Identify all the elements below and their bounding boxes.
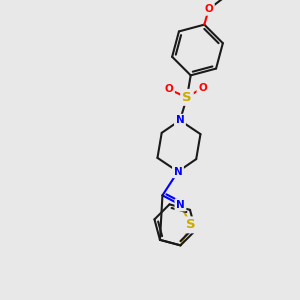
Text: O: O	[204, 4, 213, 14]
Text: CH₃: CH₃	[227, 0, 245, 2]
Text: O: O	[165, 84, 173, 94]
Text: N: N	[176, 200, 185, 210]
Text: N: N	[174, 167, 182, 177]
Text: N: N	[176, 116, 184, 125]
Text: S: S	[186, 218, 196, 231]
Text: S: S	[182, 91, 192, 104]
Text: O: O	[198, 83, 207, 93]
